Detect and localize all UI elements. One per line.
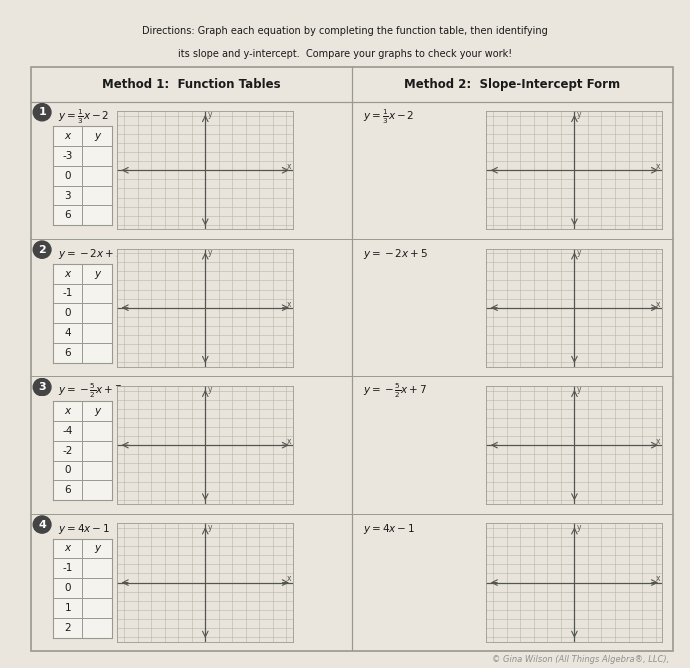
- Text: 1: 1: [38, 108, 46, 117]
- Text: 3: 3: [64, 190, 71, 200]
- Text: $y=\frac{1}{3}x-2$: $y=\frac{1}{3}x-2$: [58, 107, 109, 126]
- Text: $y=-\frac{5}{2}x+7$: $y=-\frac{5}{2}x+7$: [58, 382, 122, 401]
- Text: its slope and y-intercept.  Compare your graphs to check your work!: its slope and y-intercept. Compare your …: [178, 49, 512, 59]
- Text: 4: 4: [64, 328, 71, 338]
- Text: -4: -4: [63, 426, 73, 436]
- Circle shape: [33, 379, 51, 395]
- Text: x: x: [656, 162, 660, 171]
- Text: 0: 0: [65, 466, 71, 476]
- Text: y: y: [577, 248, 582, 257]
- Text: $y=4x-1$: $y=4x-1$: [58, 522, 110, 536]
- Text: y: y: [577, 110, 582, 120]
- Circle shape: [33, 241, 51, 259]
- Text: y: y: [577, 522, 582, 532]
- Text: x: x: [65, 269, 71, 279]
- Circle shape: [33, 516, 51, 533]
- Text: -3: -3: [63, 151, 73, 161]
- Text: x: x: [656, 574, 660, 583]
- Text: y: y: [208, 110, 213, 120]
- Text: x: x: [287, 299, 291, 309]
- Text: 6: 6: [64, 485, 71, 495]
- Text: 2: 2: [64, 623, 71, 633]
- Text: x: x: [65, 131, 71, 141]
- Text: y: y: [208, 522, 213, 532]
- Text: 0: 0: [65, 171, 71, 181]
- Text: $y=-2x+5$: $y=-2x+5$: [364, 246, 428, 261]
- Text: 6: 6: [64, 210, 71, 220]
- Text: 4: 4: [38, 520, 46, 530]
- Text: x: x: [656, 437, 660, 446]
- Text: y: y: [94, 131, 100, 141]
- Text: © Gina Wilson (All Things Algebra®, LLC),: © Gina Wilson (All Things Algebra®, LLC)…: [492, 655, 669, 664]
- Text: 6: 6: [64, 348, 71, 358]
- Text: -1: -1: [63, 289, 73, 299]
- Text: x: x: [65, 544, 71, 554]
- Text: x: x: [65, 406, 71, 416]
- Text: y: y: [577, 385, 582, 394]
- Text: y: y: [94, 269, 100, 279]
- Text: y: y: [94, 544, 100, 554]
- Text: y: y: [94, 406, 100, 416]
- Circle shape: [33, 104, 51, 121]
- Text: y: y: [208, 248, 213, 257]
- Text: -1: -1: [63, 563, 73, 573]
- Text: $y=-\frac{5}{2}x+7$: $y=-\frac{5}{2}x+7$: [364, 382, 428, 401]
- Text: x: x: [287, 162, 291, 171]
- Text: x: x: [287, 437, 291, 446]
- Text: Method 2:  Slope-Intercept Form: Method 2: Slope-Intercept Form: [404, 77, 620, 91]
- Text: $y=-2x+5$: $y=-2x+5$: [58, 246, 123, 261]
- Text: 2: 2: [38, 244, 46, 255]
- Text: Method 1:  Function Tables: Method 1: Function Tables: [102, 77, 281, 91]
- Text: 0: 0: [65, 583, 71, 593]
- Text: x: x: [656, 299, 660, 309]
- Text: $y=\frac{1}{3}x-2$: $y=\frac{1}{3}x-2$: [364, 107, 415, 126]
- Text: y: y: [208, 385, 213, 394]
- Text: 1: 1: [64, 603, 71, 613]
- Text: 3: 3: [38, 382, 46, 392]
- Text: x: x: [287, 574, 291, 583]
- Text: $y=4x-1$: $y=4x-1$: [364, 522, 415, 536]
- Text: Directions: Graph each equation by completing the function table, then identifyi: Directions: Graph each equation by compl…: [142, 26, 548, 35]
- Text: -2: -2: [63, 446, 73, 456]
- Text: 0: 0: [65, 308, 71, 318]
